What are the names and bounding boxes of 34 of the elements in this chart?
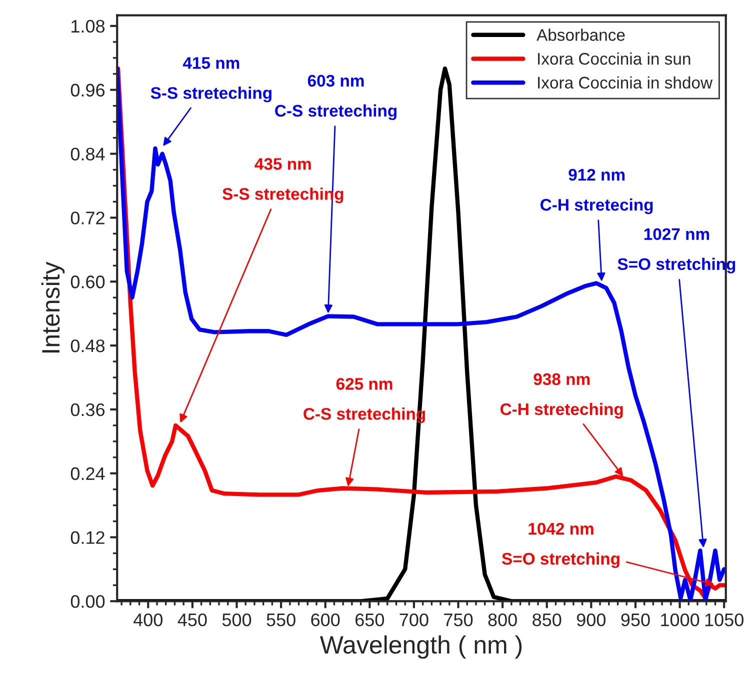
annotation: 603 nm C-S streteching bbox=[275, 74, 396, 120]
annotation: 912 nm C-H stretecing bbox=[540, 168, 653, 214]
x-tick-label: 850 bbox=[532, 613, 562, 626]
x-tick-label: 450 bbox=[178, 613, 207, 626]
legend-label: Absorbance bbox=[536, 28, 625, 41]
x-axis-title: Wavelength ( nm ) bbox=[320, 635, 522, 659]
y-tick-label: 0.96 bbox=[70, 84, 105, 97]
x-tick-label: 800 bbox=[488, 613, 517, 626]
y-tick-label: 0.60 bbox=[70, 276, 105, 288]
y-tick-label: 0.24 bbox=[70, 467, 105, 480]
x-tick-label: 650 bbox=[356, 613, 384, 626]
x-tick-label: 750 bbox=[444, 613, 473, 626]
x-tick-label: 900 bbox=[576, 613, 606, 626]
x-tick-label: 950 bbox=[621, 613, 650, 626]
annotation: 1042 nm S=O stretching bbox=[502, 522, 620, 568]
y-tick-label: 0.12 bbox=[70, 531, 104, 544]
x-tick-label: 1050 bbox=[705, 613, 744, 626]
x-tick-label: 700 bbox=[400, 613, 428, 626]
annotation: 938 nm C-H streteching bbox=[500, 373, 623, 418]
y-tick-label: 0.36 bbox=[70, 403, 105, 416]
x-tick-label: 400 bbox=[133, 613, 162, 626]
x-tick-label: 500 bbox=[222, 613, 252, 626]
y-tick-label: 0.48 bbox=[70, 339, 105, 352]
y-axis-title: Intensity bbox=[41, 262, 65, 352]
y-tick-label: 0.00 bbox=[70, 595, 105, 608]
y-tick-label: 0.72 bbox=[70, 212, 104, 224]
y-tick-label: 1.08 bbox=[72, 20, 105, 33]
x-tick-label: 600 bbox=[311, 613, 340, 626]
x-tick-label: 1000 bbox=[661, 613, 700, 626]
annotation: 415 nm S-S streteching bbox=[150, 57, 272, 102]
y-tick-label: 0.84 bbox=[70, 148, 105, 160]
legend-label: Ixora Coccinia in shdow bbox=[538, 76, 713, 89]
legend-label: Ixora Coccinia in sun bbox=[538, 52, 690, 65]
x-tick-label: 550 bbox=[266, 613, 296, 626]
